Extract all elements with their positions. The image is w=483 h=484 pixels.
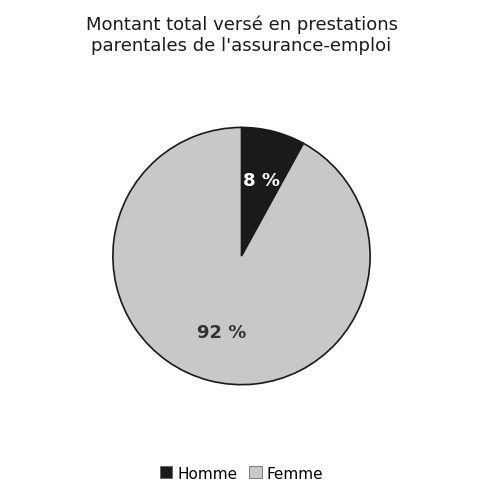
Wedge shape: [242, 128, 303, 257]
Text: 92 %: 92 %: [197, 324, 247, 342]
Text: 8 %: 8 %: [242, 171, 280, 189]
Wedge shape: [113, 128, 370, 385]
Title: Montant total versé en prestations
parentales de l'assurance-emploi: Montant total versé en prestations paren…: [85, 16, 398, 55]
Legend: Homme, Femme: Homme, Femme: [154, 460, 329, 484]
